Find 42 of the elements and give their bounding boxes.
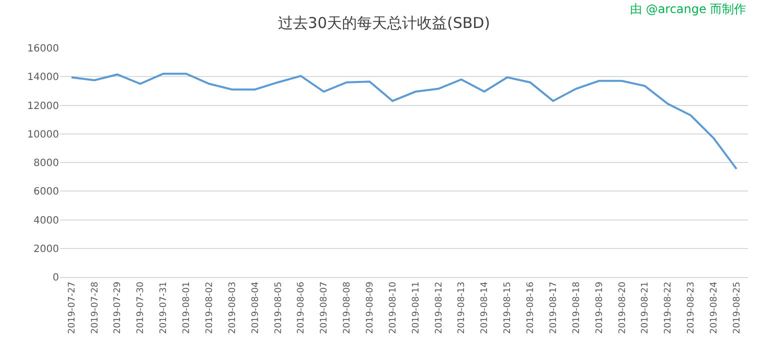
x-tick-label: 2019-07-29 bbox=[113, 281, 124, 334]
x-tick-label: 2019-07-27 bbox=[67, 282, 78, 334]
x-tick-label: 2019-08-22 bbox=[664, 282, 674, 334]
y-tick-label: 8000 bbox=[34, 158, 59, 169]
x-tick-label: 2019-08-20 bbox=[618, 281, 628, 334]
x-tick-label: 2019-08-05 bbox=[274, 282, 284, 334]
x-tick-label: 2019-08-02 bbox=[204, 282, 215, 334]
x-tick-label: 2019-08-19 bbox=[594, 281, 605, 334]
x-tick-label: 2019-08-10 bbox=[388, 281, 398, 334]
x-tick-label: 2019-08-12 bbox=[434, 282, 444, 334]
y-tick-label: 0 bbox=[52, 272, 59, 284]
x-tick-label: 2019-08-11 bbox=[411, 282, 422, 334]
y-tick-label: 6000 bbox=[34, 186, 59, 198]
x-tick-label: 2019-08-01 bbox=[182, 282, 192, 334]
line-series bbox=[70, 72, 738, 170]
x-tick-label: 2019-08-04 bbox=[250, 281, 261, 334]
y-tick-label: 14000 bbox=[27, 72, 59, 84]
y-tick-label: 2000 bbox=[34, 244, 59, 255]
x-tick-label: 2019-08-09 bbox=[366, 281, 376, 334]
text: 由 @arcange 而制作 bbox=[630, 2, 746, 16]
y-tick-label: 4000 bbox=[34, 215, 59, 226]
x-tick-label: 2019-07-31 bbox=[159, 282, 170, 334]
x-tick-label: 2019-07-28 bbox=[90, 281, 100, 334]
x-tick-label: 2019-08-13 bbox=[457, 282, 468, 334]
x-tick-label: 2019-08-14 bbox=[480, 281, 490, 334]
x-tick-label: 2019-08-17 bbox=[548, 282, 559, 334]
x-tick-label: 2019-08-25 bbox=[732, 282, 742, 334]
x-tick-label: 2019-08-21 bbox=[640, 282, 651, 334]
x-tick-label: 2019-08-15 bbox=[503, 282, 514, 334]
y-tick-label: 10000 bbox=[27, 129, 59, 140]
x-tick-label: 2019-08-23 bbox=[686, 282, 697, 334]
y-tick-label: 16000 bbox=[27, 44, 59, 54]
chart-title: 过去30天的每天总计收益(SBD) bbox=[278, 14, 490, 32]
x-tick-label: 2019-08-03 bbox=[228, 282, 238, 334]
x-tick-label: 2019-08-24 bbox=[710, 281, 720, 334]
y-tick-label: 12000 bbox=[27, 100, 59, 112]
x-tick-label: 2019-07-30 bbox=[136, 281, 146, 334]
x-tick-label: 2019-08-07 bbox=[320, 282, 330, 334]
x-tick-label: 2019-08-08 bbox=[342, 281, 353, 334]
x-tick-label: 2019-08-16 bbox=[526, 281, 536, 334]
x-tick-label: 2019-08-18 bbox=[572, 281, 582, 334]
x-tick-label: 2019-08-06 bbox=[296, 281, 307, 334]
